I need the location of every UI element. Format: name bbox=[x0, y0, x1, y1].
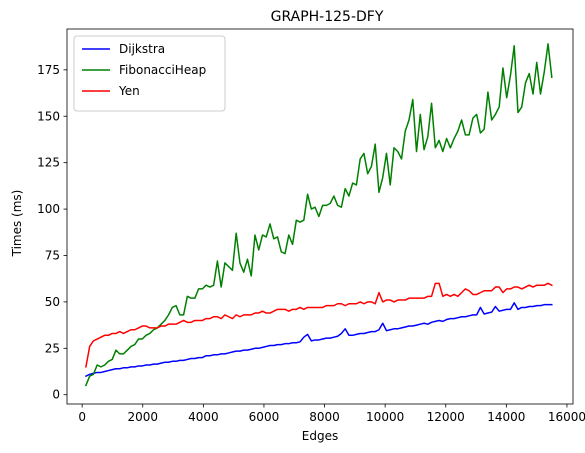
y-tick-label: 50 bbox=[45, 295, 60, 309]
y-tick-label: 175 bbox=[37, 63, 60, 77]
y-axis-label: Times (ms) bbox=[10, 190, 24, 258]
y-tick-label: 125 bbox=[37, 156, 60, 170]
x-tick-label: 6000 bbox=[249, 410, 280, 424]
legend-box bbox=[73, 35, 226, 112]
legend: Dijkstra FibonacciHeap Yen bbox=[73, 35, 226, 112]
y-tick-label: 25 bbox=[45, 341, 60, 355]
x-tick-label: 16000 bbox=[548, 410, 585, 424]
x-axis-label: Edges bbox=[302, 429, 338, 443]
chart-title: GRAPH-125-DFY bbox=[271, 9, 384, 25]
series-line-yen bbox=[85, 282, 553, 368]
x-tick-label: 8000 bbox=[309, 410, 340, 424]
legend-label-fibonacciheap: FibonacciHeap bbox=[119, 63, 206, 77]
x-tick-label: 12000 bbox=[427, 410, 465, 424]
legend-label-dijkstra: Dijkstra bbox=[119, 42, 165, 56]
y-tick-label: 0 bbox=[52, 388, 60, 402]
y-tick-label: 100 bbox=[37, 202, 60, 216]
plot-area bbox=[84, 43, 553, 387]
y-tick-label: 150 bbox=[37, 109, 60, 123]
series-line-fibonacciheap bbox=[84, 43, 553, 387]
x-tick-label: 4000 bbox=[188, 410, 219, 424]
legend-label-yen: Yen bbox=[118, 84, 140, 98]
axes: 0 2000 4000 6000 8000 10000 12000 14000 16000 0 25… bbox=[37, 28, 585, 424]
y-tick-label: 75 bbox=[45, 248, 60, 262]
x-tick-label: 10000 bbox=[366, 410, 404, 424]
axes-frame bbox=[66, 28, 574, 405]
series-line-dijkstra bbox=[84, 302, 553, 378]
x-tick-label: 14000 bbox=[487, 410, 525, 424]
x-tick-label: 2000 bbox=[127, 410, 158, 424]
x-tick-label: 0 bbox=[78, 410, 86, 424]
